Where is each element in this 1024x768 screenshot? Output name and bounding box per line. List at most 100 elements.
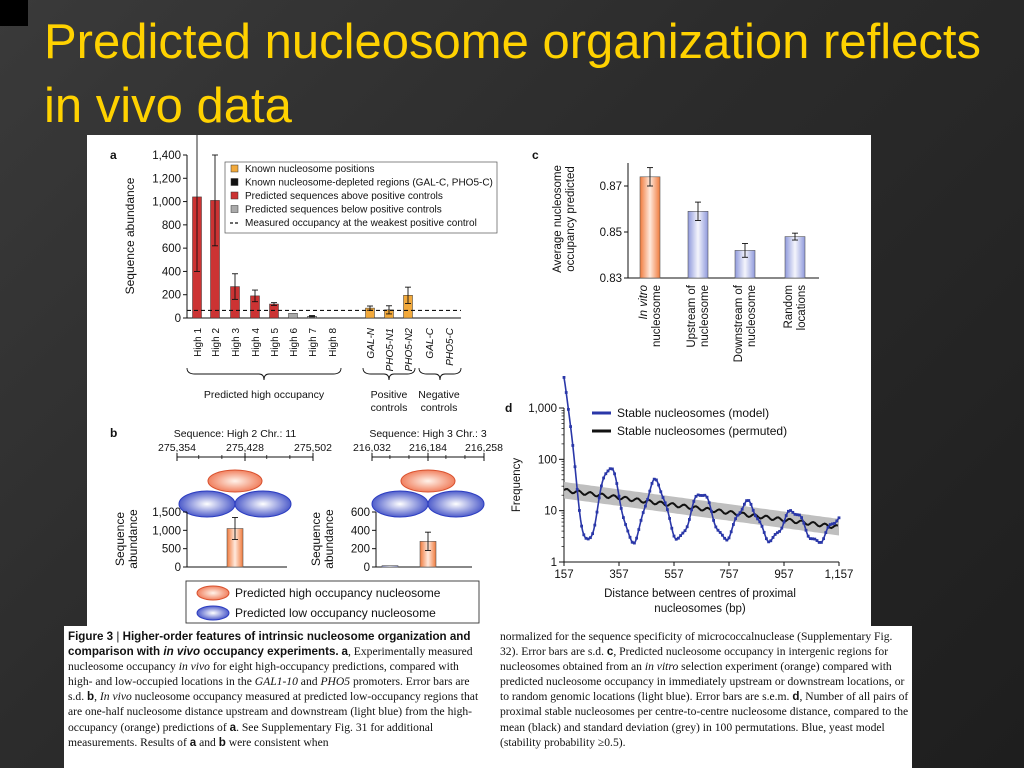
d-model-point <box>578 509 581 512</box>
a-x-tick-label: GAL-C <box>425 327 436 358</box>
d-model-point <box>622 516 625 519</box>
a-legend-swatch <box>230 178 239 186</box>
c-x-tick-label: nucleosome <box>746 285 758 347</box>
caption-t2i: in vivo <box>178 660 210 674</box>
d-model-point <box>769 539 773 543</box>
caption-t5: promoters. Error bars are s.d. <box>68 675 470 704</box>
d-model-point <box>758 520 762 524</box>
caption-r2i: in vitro <box>644 660 679 674</box>
d-model-point <box>743 502 746 506</box>
caption-r4: , Number of all pairs of proximal stable… <box>500 690 909 749</box>
d-model-point <box>584 536 588 540</box>
d-model-point <box>639 518 643 522</box>
d-model-point <box>760 524 764 528</box>
d-model-point <box>696 493 700 497</box>
d-model-point <box>723 536 726 540</box>
a-legend-swatch <box>230 164 239 173</box>
d-model-point <box>666 508 669 511</box>
d-model-point <box>606 469 610 473</box>
b-bar <box>381 565 399 568</box>
caption-t4: and <box>297 675 321 689</box>
b-y-tick-label: 1,500 <box>152 507 181 519</box>
a-y-tick-label: 600 <box>162 243 181 255</box>
d-model-point <box>580 524 583 528</box>
a-x-tick-label: High 7 <box>308 328 319 357</box>
d-model-point <box>756 517 759 521</box>
c-y-axis-label: occupancy predicted <box>565 166 577 271</box>
d-model-point <box>611 467 614 471</box>
a-legend-label: Predicted sequences below positive contr… <box>245 205 442 216</box>
d-model-point <box>564 391 568 394</box>
a-legend-label: Known nucleosome positions <box>245 164 375 175</box>
c-x-tick-label: In vitro <box>638 284 650 319</box>
d-model-point <box>663 501 667 505</box>
c-x-tick-label: Downstream of <box>733 284 745 362</box>
d-model-point <box>789 509 792 512</box>
caption-r1: normalized for the sequence specificity … <box>500 630 893 659</box>
b-y-axis-label: abundance <box>126 509 140 569</box>
a-x-tick-label: GAL-N <box>366 327 377 358</box>
panel-a: a 0 200 400 600 800 1,000 1,200 1,400 Sequence ab… <box>110 135 498 414</box>
d-model-point <box>597 496 601 500</box>
c-y-tick-label: 0.83 <box>600 273 622 285</box>
d-model-point <box>644 504 647 508</box>
b-legend-box <box>185 580 480 624</box>
d-model-point <box>817 541 821 544</box>
panel-b: b Sequence: High 2 Chr.: 11 275,354 275,428… <box>110 426 503 624</box>
d-model-point <box>641 511 645 514</box>
d-model-point <box>661 496 665 499</box>
d-model-point <box>615 482 619 485</box>
b-ruler-label: 216,032 <box>353 442 391 454</box>
d-model-point <box>793 512 797 516</box>
d-model-point <box>619 507 623 510</box>
d-model-point <box>824 531 828 535</box>
a-x-tick-label: High 2 <box>211 328 222 357</box>
d-model-point <box>617 494 621 498</box>
d-x-tick-label: 357 <box>609 569 628 581</box>
a-legend-box <box>224 161 498 234</box>
d-model-point <box>776 531 779 535</box>
caption-r3: selection experiment (orange) compared w… <box>500 660 905 704</box>
d-model-point <box>602 476 605 480</box>
d-model-point <box>604 472 608 476</box>
d-model-point <box>637 528 641 531</box>
d-model-point <box>677 536 680 540</box>
b-y-tick-label: 200 <box>351 544 370 556</box>
d-model-point <box>595 510 599 514</box>
a-legend-label: Known nucleosome-depleted regions (GAL-C… <box>245 178 493 189</box>
d-model-point <box>732 523 735 526</box>
b-legend-swatch <box>196 605 230 621</box>
panel-d: d 1 10 100 1,000 157 357 557 757 957 1,157 Frequenc… <box>505 376 853 615</box>
caption-heading-b: occupancy experiments. <box>200 645 339 659</box>
d-model-point <box>586 537 590 541</box>
d-model-point <box>630 540 634 544</box>
c-y-tick-label: 0.85 <box>600 227 622 239</box>
a-legend: Known nucleosome positions Known nucleoso… <box>224 161 498 234</box>
d-model-point <box>692 500 696 503</box>
a-y-tick-label: 1,200 <box>152 173 181 185</box>
c-x-tick-label: nucleosome <box>651 285 663 347</box>
d-model-point <box>685 525 689 529</box>
d-model-point <box>575 487 579 491</box>
d-model-point <box>573 465 577 469</box>
d-model-point <box>718 531 722 534</box>
a-y-axis-label: Sequence abundance <box>123 177 137 294</box>
d-model-point <box>705 495 709 499</box>
a-x-tick-label: PHO5-C <box>445 327 456 366</box>
d-model-point <box>679 534 682 537</box>
d-model-point <box>837 516 841 520</box>
a-x-tick-label: High 8 <box>328 328 339 357</box>
panel-c: c 0.83 0.85 0.87 Average nucleosome occupancy… <box>532 148 819 362</box>
d-x-tick-label: 957 <box>774 569 793 581</box>
caption-t5b: b <box>87 690 95 704</box>
d-model-point <box>835 519 839 523</box>
a-y-tick-label: 1,400 <box>152 150 181 162</box>
d-model-point <box>729 530 733 534</box>
caption-t7b: a <box>229 720 237 734</box>
a-bracket-label: controls <box>371 402 408 414</box>
d-model-point <box>727 536 731 540</box>
caption-heading-italic: in vivo <box>163 645 201 659</box>
d-model-point <box>815 539 819 542</box>
b-y-tick-label: 1,000 <box>152 525 181 537</box>
panel-label-a: a <box>110 148 117 162</box>
